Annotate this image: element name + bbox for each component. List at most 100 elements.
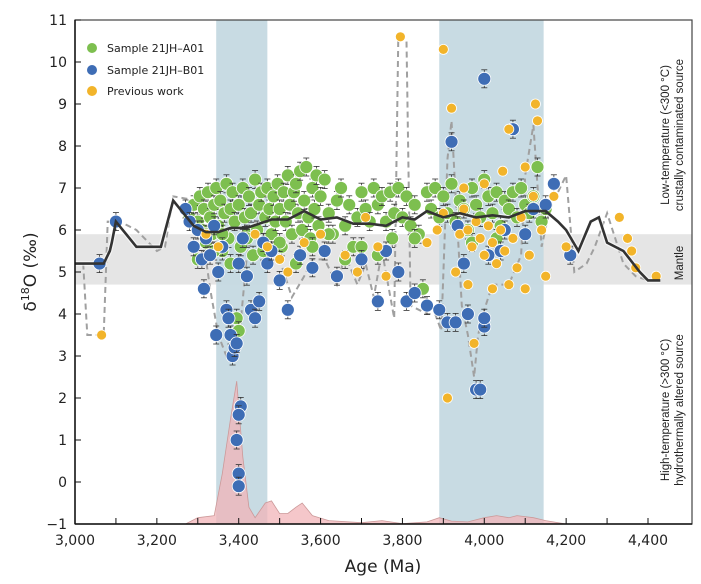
data-point-sample-21jh-b01 <box>305 260 320 275</box>
data-point-sample-21jh-b01 <box>197 281 211 296</box>
legend-item-previous: Previous work <box>87 85 184 98</box>
data-point-sample-21jh-b01 <box>456 256 471 271</box>
data-point-sample-21jh-b01 <box>526 202 541 216</box>
data-point-sample-21jh-a01 <box>469 197 484 212</box>
data-point-sample-21jh-b01 <box>293 248 308 263</box>
data-point-sample-21jh-a01 <box>436 189 451 204</box>
data-point-sample-21jh-b01 <box>354 252 369 267</box>
y-tick-label: 1 <box>58 433 67 449</box>
data-point-sample-21jh-b01 <box>272 273 287 288</box>
annotation-high-temp-line1: High-temperature (>300 °C) <box>660 339 672 482</box>
data-point-sample-21jh-b01 <box>235 231 250 246</box>
data-point-previous-work <box>495 224 507 236</box>
legend-marker-previous <box>87 86 97 96</box>
data-point-previous-work <box>421 237 433 249</box>
data-point-sample-21jh-b01 <box>209 328 224 342</box>
data-point-sample-21jh-b01 <box>229 433 244 447</box>
data-point-sample-21jh-a01 <box>407 231 422 246</box>
data-point-previous-work <box>437 44 449 55</box>
data-point-sample-21jh-b01 <box>248 311 262 326</box>
data-point-previous-work <box>487 283 498 295</box>
data-point-previous-work <box>360 211 371 223</box>
x-tick-label: 4,400 <box>628 533 668 549</box>
data-point-sample-21jh-b01 <box>399 294 414 309</box>
data-point-sample-21jh-b01 <box>231 256 246 271</box>
data-point-previous-work <box>380 270 392 282</box>
legend-label-b01: Sample 21JH–B01 <box>107 64 204 77</box>
data-point-sample-21jh-a01 <box>248 172 262 187</box>
data-point-sample-21jh-b01 <box>370 294 385 309</box>
data-point-sample-21jh-a01 <box>407 197 422 212</box>
data-point-sample-21jh-a01 <box>242 189 256 204</box>
y-tick-label: 5 <box>58 265 67 281</box>
legend-item-b01: Sample 21JH–B01 <box>87 64 204 77</box>
data-point-previous-work <box>462 224 474 236</box>
data-point-previous-work <box>507 232 519 244</box>
data-point-sample-21jh-a01 <box>272 235 287 250</box>
legend-marker-a01 <box>87 43 97 53</box>
data-point-previous-work <box>352 266 363 278</box>
legend-label-previous: Previous work <box>107 85 184 98</box>
data-point-previous-work <box>446 102 457 114</box>
data-point-sample-21jh-a01 <box>280 168 295 183</box>
y-tick-label: 4 <box>58 307 67 323</box>
data-point-previous-work <box>530 98 541 110</box>
data-point-previous-work <box>536 224 547 236</box>
data-point-sample-21jh-a01 <box>399 189 414 204</box>
data-point-sample-21jh-b01 <box>473 382 488 397</box>
data-point-sample-21jh-a01 <box>342 197 357 212</box>
data-point-previous-work <box>478 249 490 261</box>
y-tick-label: −1 <box>46 517 67 533</box>
y-tick-label: 7 <box>58 181 67 197</box>
data-point-previous-work <box>519 283 531 295</box>
data-point-sample-21jh-a01 <box>317 172 332 187</box>
data-point-sample-21jh-b01 <box>239 269 254 284</box>
data-point-sample-21jh-b01 <box>252 294 267 309</box>
data-point-sample-21jh-a01 <box>485 206 500 221</box>
data-point-previous-work <box>298 237 310 249</box>
legend: Sample 21JH–A01 Sample 21JH–B01 Previous… <box>87 42 204 98</box>
data-point-sample-21jh-b01 <box>317 244 332 258</box>
data-point-sample-21jh-b01 <box>461 307 475 321</box>
data-point-previous-work <box>540 270 552 282</box>
data-point-previous-work <box>450 266 462 278</box>
legend-item-a01: Sample 21JH–A01 <box>87 42 204 55</box>
data-point-previous-work <box>249 228 261 240</box>
data-point-sample-21jh-a01 <box>530 160 545 174</box>
x-tick-label: 3,000 <box>55 533 95 549</box>
data-point-previous-work <box>431 224 443 236</box>
data-point-previous-work <box>548 190 560 202</box>
data-point-previous-work <box>474 232 486 244</box>
data-point-previous-work <box>487 237 498 249</box>
data-point-previous-work <box>497 165 509 177</box>
data-point-previous-work <box>503 279 515 291</box>
y-tick-label: 2 <box>58 391 67 407</box>
data-point-previous-work <box>482 220 494 232</box>
y-tick-label: 11 <box>49 13 67 29</box>
data-point-sample-21jh-b01 <box>221 311 236 326</box>
data-point-previous-work <box>503 123 515 135</box>
data-point-sample-21jh-b01 <box>477 311 492 326</box>
data-point-previous-work <box>532 115 543 127</box>
x-tick-label: 4,200 <box>546 533 586 549</box>
data-point-sample-21jh-b01 <box>444 134 459 149</box>
y-tick-label: 6 <box>58 223 67 239</box>
x-tick-label: 3,600 <box>301 533 341 549</box>
data-point-sample-21jh-b01 <box>546 176 561 191</box>
data-point-previous-work <box>491 258 502 270</box>
data-point-previous-work <box>528 190 539 202</box>
data-point-sample-21jh-a01 <box>385 231 400 246</box>
data-point-sample-21jh-a01 <box>313 189 328 204</box>
data-point-previous-work <box>458 182 470 194</box>
data-point-previous-work <box>274 253 286 265</box>
data-point-sample-21jh-b01 <box>477 71 492 86</box>
x-axis-title: Age (Ma) <box>345 557 422 577</box>
legend-marker-b01 <box>87 65 97 75</box>
data-point-previous-work <box>394 31 406 43</box>
data-point-sample-21jh-b01 <box>420 298 434 313</box>
data-point-sample-21jh-b01 <box>448 315 463 330</box>
data-point-sample-21jh-a01 <box>289 176 303 191</box>
x-tick-label: 4,000 <box>464 533 504 549</box>
data-point-previous-work <box>519 161 531 173</box>
